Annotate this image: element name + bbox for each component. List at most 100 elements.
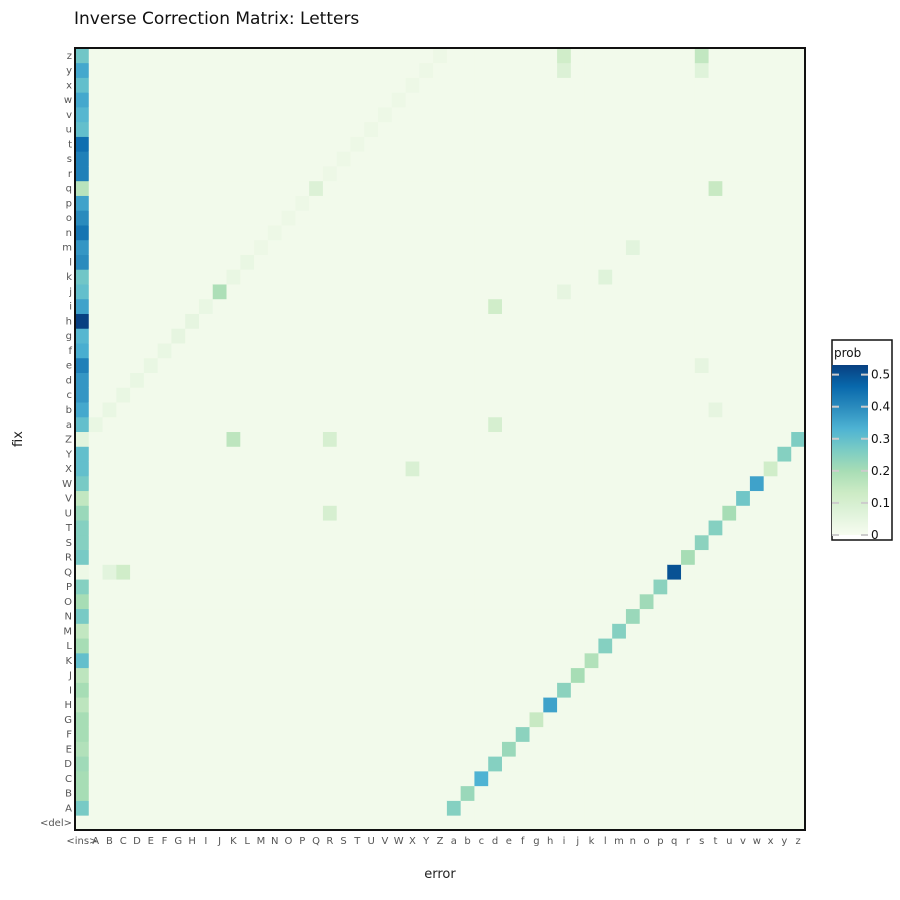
heatmap-cell — [474, 593, 489, 610]
heatmap-cell — [474, 431, 489, 447]
heatmap-cell — [777, 284, 792, 300]
heatmap-cell — [295, 711, 310, 728]
heatmap-cell — [185, 756, 200, 772]
heatmap-cell — [543, 62, 558, 78]
heatmap-cell — [295, 298, 310, 314]
heatmap-cell — [226, 180, 241, 196]
heatmap-cell — [295, 402, 310, 418]
heatmap-cell — [777, 549, 792, 565]
heatmap-cell — [612, 564, 627, 580]
heatmap-cell — [749, 608, 765, 624]
heatmap-cell — [322, 180, 338, 196]
heatmap-cell — [694, 431, 709, 447]
heatmap-cell — [198, 564, 214, 580]
heatmap-cell — [143, 505, 159, 521]
heatmap-cell — [653, 785, 668, 801]
heatmap-cell — [515, 579, 530, 595]
heatmap-cell — [501, 756, 517, 772]
heatmap-cell — [570, 800, 586, 816]
heatmap-cell — [763, 387, 778, 403]
heatmap-cell — [102, 726, 117, 742]
heatmap-cell — [694, 638, 709, 654]
heatmap-cell — [88, 180, 103, 196]
heatmap-cell — [722, 534, 737, 551]
heatmap-cell — [295, 151, 310, 167]
heatmap-cell — [488, 313, 503, 329]
heatmap-cell — [378, 697, 393, 713]
heatmap-cell — [336, 121, 351, 137]
heatmap-cell — [625, 726, 641, 742]
heatmap-cell — [474, 564, 489, 580]
heatmap-cell — [694, 726, 709, 742]
heatmap-cell — [639, 667, 654, 683]
heatmap-cell — [791, 652, 806, 669]
heatmap-cell — [254, 239, 269, 255]
heatmap-cell — [364, 136, 379, 152]
heatmap-cell — [212, 505, 227, 521]
heatmap-cell — [612, 136, 627, 152]
heatmap-cell — [433, 667, 448, 683]
y-tick-label: h — [66, 316, 72, 327]
heatmap-cell — [364, 431, 379, 447]
x-tick-label: S — [340, 836, 346, 847]
heatmap-cell — [295, 800, 310, 816]
heatmap-cell — [625, 800, 641, 816]
heatmap-cell — [336, 269, 351, 285]
heatmap-cell — [625, 446, 641, 462]
heatmap-cell — [501, 77, 517, 93]
heatmap-cell — [557, 239, 572, 255]
heatmap-cell — [749, 254, 765, 270]
heatmap-cell — [749, 652, 765, 669]
heatmap-cell — [88, 608, 103, 624]
heatmap-cell — [708, 195, 723, 211]
heatmap-cell — [391, 490, 406, 506]
heatmap-cell — [694, 711, 709, 728]
heatmap-cell — [488, 785, 503, 801]
heatmap-cell — [584, 741, 599, 757]
heatmap-cell — [391, 741, 406, 757]
heatmap-cell — [460, 711, 475, 728]
heatmap-cell — [212, 623, 227, 639]
heatmap-cell — [625, 313, 641, 329]
heatmap-cell — [736, 579, 751, 595]
heatmap-cell — [281, 785, 296, 801]
heatmap-cell — [295, 387, 310, 403]
heatmap-cell — [185, 638, 200, 654]
heatmap-cell — [515, 623, 530, 639]
heatmap-cell — [364, 711, 379, 728]
heatmap-cell — [708, 608, 723, 624]
heatmap-cell — [143, 372, 159, 388]
heatmap-cell — [88, 62, 103, 78]
heatmap-cell — [295, 357, 310, 373]
y-tick-label: m — [62, 243, 72, 254]
y-tick-label: H — [64, 700, 72, 711]
heatmap-cell — [694, 402, 709, 418]
heatmap-cell — [364, 343, 379, 359]
x-tick-label: R — [326, 836, 333, 847]
heatmap-cell — [474, 239, 489, 255]
heatmap-cell — [212, 638, 227, 654]
heatmap-cell — [309, 180, 324, 196]
heatmap-cell — [529, 682, 544, 698]
heatmap-cell — [240, 357, 255, 373]
heatmap-cell — [584, 520, 599, 536]
heatmap-cell — [102, 48, 117, 64]
heatmap-cell — [88, 505, 103, 521]
heatmap-cell — [612, 284, 627, 300]
heatmap-cell — [584, 682, 599, 698]
y-tick-label: d — [66, 375, 72, 386]
heatmap-cell — [460, 549, 475, 565]
heatmap-cell — [543, 593, 558, 610]
heatmap-cell — [267, 166, 282, 182]
heatmap-cell — [777, 475, 792, 492]
heatmap-cell — [75, 284, 90, 300]
heatmap-cell — [75, 623, 90, 639]
heatmap-cell — [364, 593, 379, 610]
heatmap-cell — [667, 520, 682, 536]
heatmap-cell — [295, 416, 310, 433]
heatmap-cell — [474, 490, 489, 506]
heatmap-cell — [612, 579, 627, 595]
heatmap-cell — [364, 239, 379, 255]
heatmap-cell — [378, 416, 393, 433]
heatmap-cell — [543, 225, 558, 241]
